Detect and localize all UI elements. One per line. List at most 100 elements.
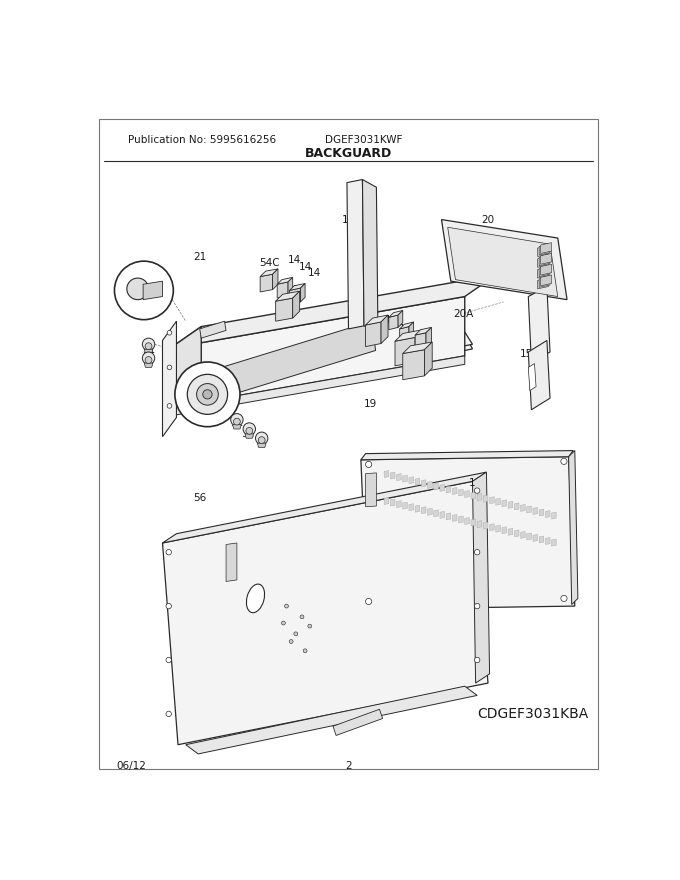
Polygon shape (415, 333, 426, 350)
Polygon shape (424, 342, 432, 376)
Polygon shape (400, 322, 413, 329)
Polygon shape (539, 536, 544, 543)
Text: 14: 14 (386, 315, 398, 325)
Text: 54C: 54C (259, 258, 279, 268)
Polygon shape (361, 457, 575, 609)
Polygon shape (545, 510, 550, 517)
Polygon shape (464, 491, 469, 497)
Text: 54: 54 (292, 285, 305, 296)
Polygon shape (301, 283, 305, 302)
Polygon shape (366, 322, 381, 347)
Polygon shape (163, 481, 488, 744)
Polygon shape (409, 322, 413, 339)
Text: 06/12: 06/12 (116, 761, 146, 771)
Polygon shape (527, 506, 531, 513)
Polygon shape (477, 494, 482, 501)
Circle shape (231, 414, 243, 426)
Polygon shape (528, 287, 550, 362)
Polygon shape (389, 315, 398, 330)
Polygon shape (533, 508, 538, 515)
Circle shape (167, 365, 172, 370)
Polygon shape (403, 475, 407, 482)
Polygon shape (458, 489, 463, 496)
Polygon shape (288, 277, 292, 296)
Text: CDGEF3031KBA: CDGEF3031KBA (477, 707, 589, 721)
Polygon shape (539, 244, 550, 255)
Polygon shape (163, 321, 176, 436)
Polygon shape (275, 298, 292, 321)
Polygon shape (541, 243, 551, 253)
Polygon shape (275, 291, 300, 301)
Polygon shape (381, 315, 388, 343)
Polygon shape (528, 363, 536, 391)
Circle shape (127, 278, 148, 299)
Circle shape (166, 549, 171, 555)
Text: 14: 14 (299, 262, 311, 272)
Polygon shape (273, 269, 278, 290)
Circle shape (246, 428, 253, 434)
Text: 14: 14 (399, 324, 413, 334)
Polygon shape (384, 497, 389, 504)
Text: 20A: 20A (453, 309, 473, 319)
Polygon shape (538, 257, 549, 268)
Polygon shape (403, 349, 424, 380)
Polygon shape (541, 275, 551, 286)
Circle shape (303, 649, 307, 653)
Text: 1: 1 (469, 478, 476, 488)
Polygon shape (527, 533, 531, 539)
Circle shape (282, 621, 286, 625)
Text: 14: 14 (288, 254, 301, 265)
Polygon shape (539, 266, 550, 276)
Text: BACKGUARD: BACKGUARD (305, 147, 392, 160)
Polygon shape (186, 686, 477, 754)
Polygon shape (440, 484, 445, 491)
Polygon shape (477, 521, 482, 528)
Polygon shape (290, 283, 305, 290)
Text: 56: 56 (193, 494, 206, 503)
Polygon shape (384, 471, 389, 478)
Polygon shape (502, 500, 507, 507)
Polygon shape (395, 337, 415, 366)
Circle shape (233, 418, 240, 425)
Polygon shape (452, 515, 457, 521)
Polygon shape (389, 311, 403, 318)
Polygon shape (292, 291, 300, 318)
Polygon shape (226, 543, 237, 582)
Circle shape (243, 422, 256, 435)
Polygon shape (452, 488, 457, 495)
Polygon shape (541, 253, 551, 264)
Polygon shape (143, 282, 163, 299)
Text: 69: 69 (137, 287, 150, 297)
Polygon shape (538, 278, 549, 289)
Polygon shape (483, 522, 488, 529)
Polygon shape (568, 451, 578, 605)
Polygon shape (538, 246, 549, 257)
Polygon shape (490, 496, 494, 503)
Polygon shape (347, 180, 364, 329)
Polygon shape (422, 480, 426, 487)
Polygon shape (434, 510, 439, 517)
Polygon shape (277, 282, 288, 298)
Polygon shape (366, 315, 388, 325)
Circle shape (167, 331, 172, 335)
Polygon shape (415, 330, 423, 362)
Polygon shape (528, 341, 550, 410)
Text: 31: 31 (142, 346, 155, 356)
Text: 19: 19 (364, 400, 377, 409)
Circle shape (175, 362, 240, 427)
Polygon shape (396, 501, 401, 508)
Circle shape (284, 605, 288, 608)
Polygon shape (446, 486, 451, 493)
Circle shape (308, 624, 311, 628)
Polygon shape (514, 530, 519, 537)
Polygon shape (521, 504, 525, 511)
Circle shape (145, 356, 152, 363)
Circle shape (142, 338, 155, 350)
Circle shape (166, 657, 171, 663)
Text: DGEF3031KWF: DGEF3031KWF (325, 136, 403, 145)
Text: 15A: 15A (342, 215, 362, 224)
Polygon shape (260, 269, 278, 276)
Circle shape (166, 711, 171, 716)
Polygon shape (260, 275, 273, 292)
Polygon shape (361, 451, 573, 459)
